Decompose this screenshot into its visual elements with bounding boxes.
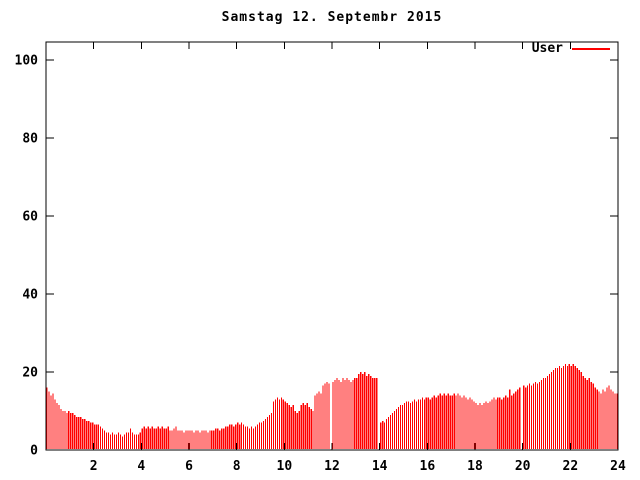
x-tick-label: 14 [372, 459, 388, 474]
x-tick-label: 22 [563, 459, 579, 474]
plot-border [45, 41, 619, 451]
legend-label: User [531, 41, 563, 56]
x-tick-label: 4 [137, 459, 145, 474]
y-tick-label: 40 [22, 288, 38, 303]
x-tick-label: 24 [610, 459, 626, 474]
chart-title: Samstag 12. Septembr 2015 [221, 10, 443, 25]
y-tick-label: 60 [22, 210, 38, 225]
x-tick-label: 6 [185, 459, 193, 474]
x-tick-label: 8 [233, 459, 241, 474]
y-tick-label: 20 [22, 366, 38, 381]
legend: User [532, 41, 610, 56]
x-tick-label: 2 [90, 459, 98, 474]
y-tick-label: 80 [22, 132, 38, 147]
y-tick-label: 0 [30, 444, 38, 459]
x-tick-label: 16 [420, 459, 436, 474]
y-tick-label: 100 [15, 54, 39, 69]
x-tick-label: 12 [324, 459, 340, 474]
legend-line-sample [572, 47, 610, 50]
x-tick-label: 18 [467, 459, 483, 474]
x-tick-label: 20 [515, 459, 531, 474]
x-tick-label: 10 [277, 459, 293, 474]
